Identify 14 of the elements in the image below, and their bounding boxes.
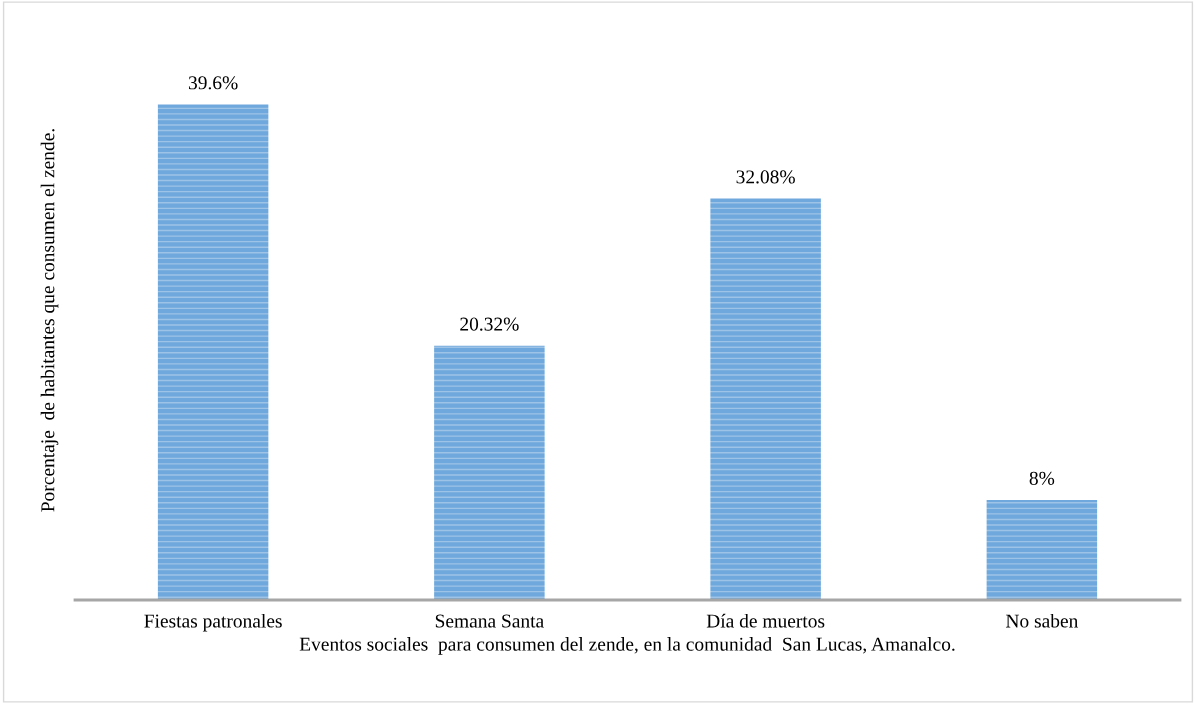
bar	[986, 499, 1098, 600]
data-label: 20.32%	[460, 317, 519, 331]
bar	[710, 198, 821, 600]
y-axis-title: Porcentaje de habitantes que consumen el zende.	[40, 129, 59, 512]
x-tick-label: No saben	[1005, 613, 1079, 628]
x-tick-label: Día de muertos	[706, 613, 825, 628]
x-tick-label: Fiestas patronales	[144, 613, 282, 632]
data-label: 32.08%	[736, 170, 795, 184]
bar	[157, 104, 269, 600]
x-axis-title: Eventos sociales para consumen del zende, en la comunidad San Lucas, Amanalco.	[299, 637, 955, 655]
data-label: 39.6%	[188, 76, 238, 90]
bar	[434, 345, 545, 600]
data-label: 8%	[1029, 471, 1055, 485]
x-tick-label: Semana Santa	[435, 614, 544, 628]
